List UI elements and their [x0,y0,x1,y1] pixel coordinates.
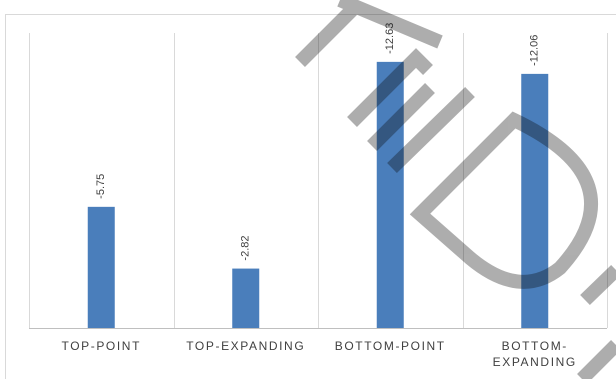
data-label: -5.75 [95,174,107,199]
watermark-stroke [585,270,616,300]
category-label-line: BOTTOM-POINT [335,339,446,353]
category-label-line: TOP-POINT [61,339,141,353]
category-label: BOTTOM- EXPANDING [493,339,577,369]
data-label: -12.06 [529,35,541,66]
watermark-stroke [582,345,616,379]
category-label-line: BOTTOM- [502,339,568,353]
category-label-line: TOP-EXPANDING [186,339,305,353]
watermark-stroke [352,58,470,168]
data-label: -2.82 [240,236,252,261]
category-label-line: EXPANDING [493,355,577,369]
bar [232,269,259,328]
category-labels: TOP-POINT TOP-EXPANDING BOTTOM-POINT BOTTOM… [61,339,576,369]
watermark-stamp [300,0,616,379]
bar [88,207,115,328]
watermark-stroke [420,120,591,282]
category-label: TOP-POINT [61,339,141,353]
category-label: BOTTOM-POINT [335,339,446,353]
category-label: TOP-EXPANDING [186,339,305,353]
bar [521,74,548,328]
